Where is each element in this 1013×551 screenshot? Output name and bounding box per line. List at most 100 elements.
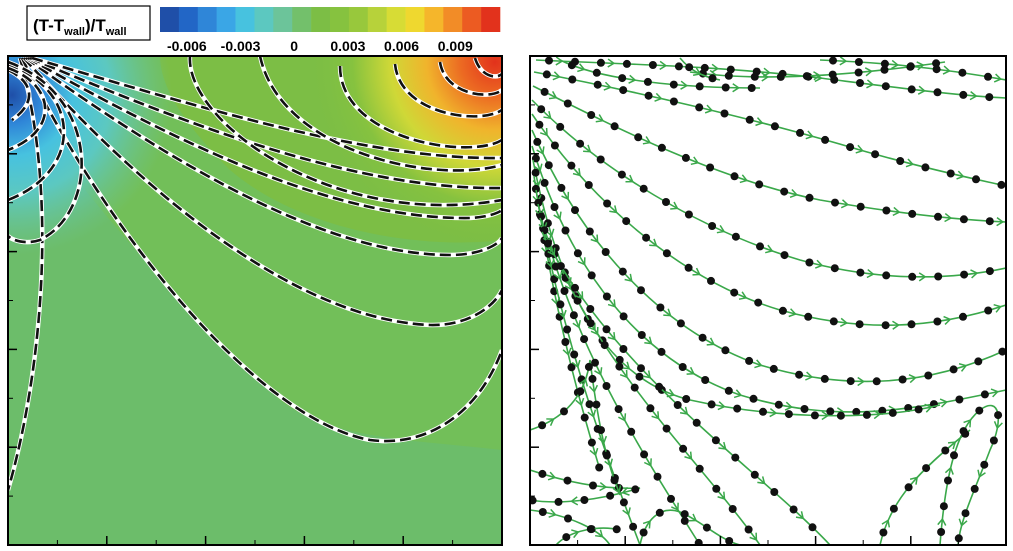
particle-marker <box>702 523 711 532</box>
particle-marker <box>550 141 559 150</box>
particle-marker <box>571 283 579 292</box>
particle-marker <box>669 80 678 89</box>
particle-marker <box>708 222 717 230</box>
particle-marker <box>537 105 546 114</box>
particle-marker <box>551 244 560 253</box>
particle-marker <box>728 505 737 513</box>
particle-marker <box>800 405 809 413</box>
flow-arrow <box>873 409 882 420</box>
flow-arrow <box>670 201 679 210</box>
particle-marker <box>750 72 759 81</box>
contour-line <box>8 60 83 244</box>
particle-marker <box>657 347 666 356</box>
flow-arrow <box>761 72 770 82</box>
particle-marker <box>657 143 666 152</box>
particle-marker <box>596 58 605 67</box>
particle-marker <box>908 272 917 281</box>
particle-marker <box>627 427 636 436</box>
colorbar-swatch <box>386 7 406 32</box>
particle-marker <box>585 227 594 236</box>
particle-marker <box>706 163 715 172</box>
particle-marker <box>630 383 639 392</box>
left-axis-ticks <box>8 104 454 545</box>
flow-arrow <box>909 476 919 485</box>
particle-marker <box>562 533 571 542</box>
colorbar-swatch <box>424 7 444 32</box>
particle-marker <box>643 77 652 86</box>
particle-marker <box>561 226 570 235</box>
particle-marker <box>802 72 811 81</box>
flow-arrow <box>939 398 949 408</box>
particle-marker <box>592 400 601 409</box>
flow-arrow <box>561 191 570 201</box>
colorbar-tick-label: -0.006 <box>167 38 207 54</box>
particle-marker <box>711 436 720 445</box>
particle-marker <box>602 292 611 301</box>
flow-arrow <box>757 476 766 485</box>
flow-arrow <box>864 67 873 77</box>
particle-marker <box>681 153 690 162</box>
particle-marker <box>747 84 756 92</box>
flow-arrow <box>717 401 726 411</box>
particle-marker <box>960 270 969 279</box>
contour-line <box>29 56 502 190</box>
particle-marker <box>904 404 913 412</box>
particle-marker <box>712 484 721 493</box>
particle-marker <box>749 394 758 403</box>
particle-marker <box>724 71 733 80</box>
flow-arrow <box>621 361 631 370</box>
particle-marker <box>550 275 559 284</box>
particle-marker <box>908 209 917 218</box>
flow-arrow <box>548 91 558 100</box>
particle-marker <box>769 364 778 373</box>
particle-marker <box>958 68 967 77</box>
flow-arrow <box>642 370 651 379</box>
particle-marker <box>535 120 544 129</box>
particle-marker <box>975 406 984 415</box>
particle-marker <box>542 70 551 79</box>
flow-arrow <box>814 259 824 269</box>
particle-marker <box>610 476 619 485</box>
contour-line <box>188 56 502 207</box>
flow-arrow <box>590 234 599 243</box>
particle-marker <box>856 268 865 277</box>
particle-marker <box>821 135 830 144</box>
flow-arrow <box>628 74 637 84</box>
contour-line <box>8 57 44 491</box>
particle-marker <box>570 350 579 359</box>
particle-marker <box>648 61 657 69</box>
particle-marker <box>530 496 537 505</box>
flow-arrow <box>642 136 652 145</box>
flow-arrow <box>594 367 603 376</box>
particle-marker <box>587 111 596 119</box>
flow-arrow <box>590 326 599 336</box>
particle-marker <box>856 202 865 211</box>
flow-arrow <box>546 418 555 426</box>
particle-marker <box>634 133 643 142</box>
flow-arrow <box>622 507 631 516</box>
particle-marker <box>694 538 703 545</box>
flow-arrow <box>718 441 727 450</box>
particle-marker <box>836 411 845 420</box>
flow-arrow <box>547 247 556 257</box>
particle-marker <box>586 319 595 328</box>
particle-marker <box>997 180 1006 189</box>
particle-marker <box>882 271 891 280</box>
particle-marker <box>588 374 597 383</box>
particle-marker <box>576 139 585 148</box>
flow-arrow <box>607 58 616 68</box>
particle-marker <box>985 217 994 226</box>
particle-marker <box>567 61 576 70</box>
particle-marker <box>544 161 553 170</box>
contour-line <box>438 61 502 96</box>
particle-marker <box>780 251 789 260</box>
particle-marker <box>564 514 572 523</box>
particle-marker <box>619 498 628 507</box>
particle-marker <box>556 122 565 131</box>
colorbar-tick-label: 0.003 <box>330 38 365 54</box>
particle-marker <box>679 444 688 453</box>
flow-arrow <box>866 79 875 89</box>
particle-marker <box>882 206 891 215</box>
particle-marker <box>537 212 546 221</box>
particle-marker <box>531 184 540 193</box>
